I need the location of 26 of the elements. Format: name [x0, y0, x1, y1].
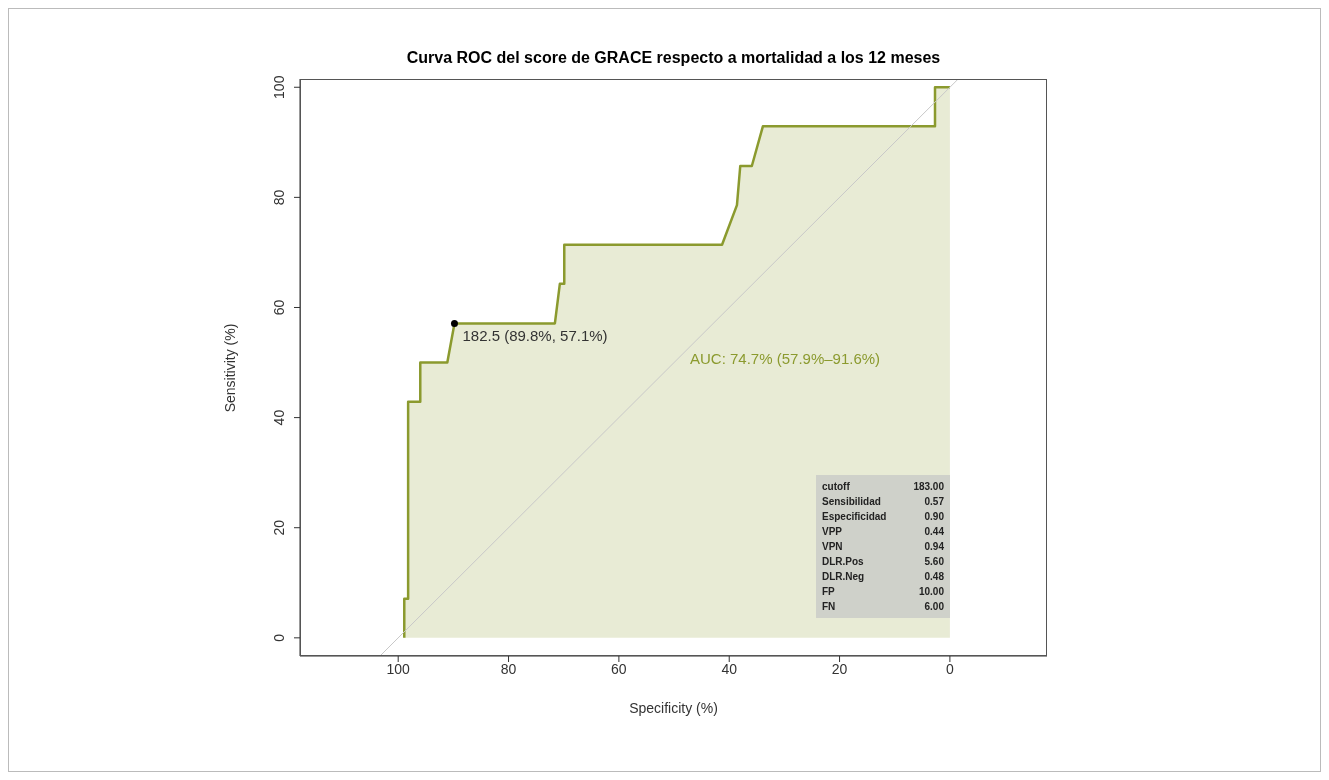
- y-tick-label: 100: [271, 75, 287, 99]
- x-tick-label: 0: [946, 660, 954, 677]
- y-tick-label: 20: [271, 519, 287, 536]
- text: FP 10.00: [822, 586, 944, 597]
- text: VPP 0.44: [822, 526, 944, 537]
- y-tick-label: 60: [271, 299, 287, 316]
- x-tick-label: 20: [831, 660, 848, 677]
- y-tick-label: 0: [271, 633, 287, 642]
- text: FN 6.00: [822, 601, 944, 612]
- y-axis-title: Sensitivity (%): [222, 323, 238, 412]
- y-tick-label: 40: [271, 409, 287, 426]
- text: DLR.Pos 5.60: [822, 556, 944, 567]
- x-tick-label: 100: [386, 660, 411, 677]
- x-axis-title: Specificity (%): [628, 700, 719, 716]
- text: DLR.Neg 0.48: [822, 571, 944, 582]
- annotation: AUC: 74.7% (57.9%–91.6%): [690, 350, 881, 367]
- y-tick-label: 80: [271, 189, 287, 206]
- text: cutoff 183.00: [822, 481, 944, 492]
- text: VPN 0.94: [822, 541, 944, 552]
- chart-title: Curva ROC del score de GRACE respecto a mortalidad a los 12 meses: [405, 49, 942, 67]
- x-tick-label: 60: [611, 660, 627, 677]
- x-tick-label: 80: [500, 660, 517, 677]
- x-tick-label: 40: [721, 660, 738, 677]
- text: Especificidad 0.90: [822, 511, 944, 522]
- text: Sensibilidad 0.57: [822, 496, 944, 507]
- annotation: 182.5 (89.8%, 57.1%): [462, 327, 608, 345]
